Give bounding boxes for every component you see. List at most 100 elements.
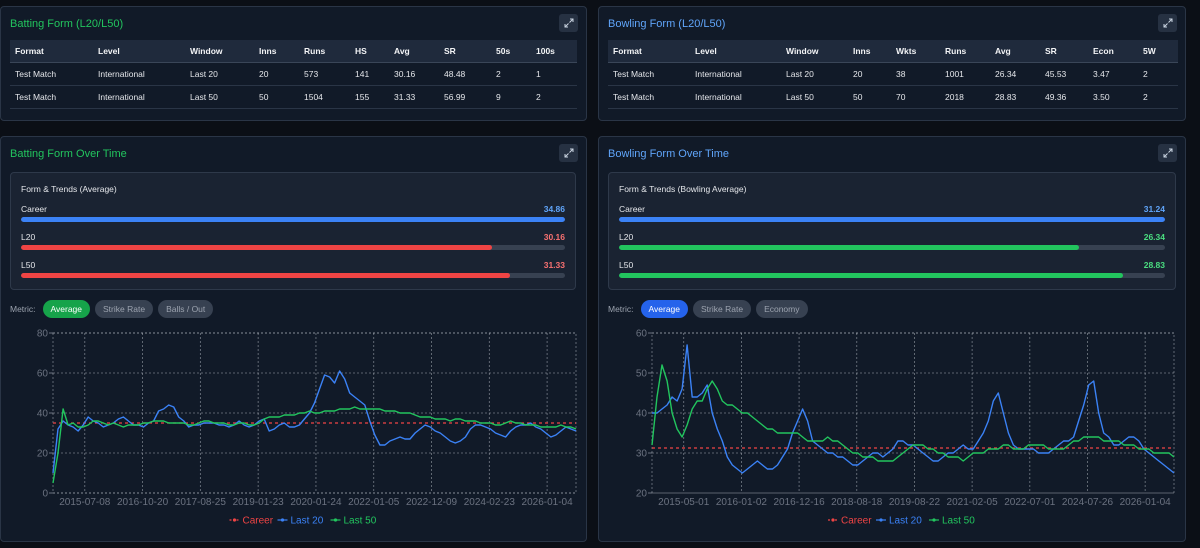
table-row: Test Match International Last 50 50 70 2… <box>608 85 1178 109</box>
table-cell: 31.33 <box>389 85 439 109</box>
table-cell: Last 20 <box>185 62 254 86</box>
legend-item-last-20[interactable]: Last 20 <box>876 516 922 527</box>
table-cell: 38 <box>891 62 940 86</box>
x-tick-label: 2026-01-04 <box>522 497 574 508</box>
legend-item-career[interactable]: Career <box>229 516 274 527</box>
table-header: Inns <box>254 40 299 63</box>
table-header: Window <box>781 40 848 63</box>
bar-fill <box>619 245 1080 250</box>
form-bar-l50: L50 31.33 <box>21 260 565 282</box>
table-cell: 2018 <box>940 85 990 109</box>
table-cell: 155 <box>350 85 389 109</box>
table-cell: 30.16 <box>389 62 439 86</box>
form-bar-career: Career 34.86 <box>21 204 565 226</box>
series-line-last-50 <box>651 364 1175 462</box>
table-cell: 20 <box>254 62 299 86</box>
series-line-last-50 <box>52 406 577 484</box>
x-tick-label: 2026-01-04 <box>1120 497 1172 508</box>
y-tick-label: 50 <box>636 369 648 380</box>
table-cell: 56.99 <box>439 85 491 109</box>
table-cell: 1504 <box>299 85 350 109</box>
bar-value: 34.86 <box>543 204 565 214</box>
bar-value: 31.24 <box>1143 204 1165 214</box>
table-header: Inns <box>848 40 891 63</box>
metric-strike-rate-button[interactable]: Strike Rate <box>95 300 154 318</box>
x-tick-label: 2015-05-01 <box>658 497 710 508</box>
metric-balls-out-button[interactable]: Balls / Out <box>158 300 214 318</box>
bar-fill <box>21 273 511 278</box>
bar-label: L20 <box>619 232 634 242</box>
bowling-table: Format Level Window Inns Wkts Runs Avg S… <box>608 40 1178 109</box>
table-header: SR <box>439 40 491 63</box>
bar-fill <box>619 217 1165 222</box>
legend-marker <box>333 518 338 522</box>
form-trends-title: Form & Trends (Average) <box>21 184 117 194</box>
y-tick-label: 60 <box>636 329 648 340</box>
x-tick-label: 2021-02-05 <box>947 497 999 508</box>
table-header: 50s <box>491 40 531 63</box>
table-header: Format <box>608 40 690 63</box>
batting-table-title: Batting Form (L20/L50) <box>10 18 124 30</box>
legend-item-career[interactable]: Career <box>828 516 872 527</box>
x-tick-label: 2016-12-16 <box>774 497 826 508</box>
table-header: Window <box>185 40 254 63</box>
metric-label: Metric: <box>608 304 634 314</box>
metric-selector: Metric: Average Strike Rate Balls / Out <box>10 300 214 318</box>
y-tick-label: 20 <box>37 449 49 460</box>
bowling-line-chart: 20 30 40 50 60 2015-05-01 2016-01-02 2016-12-16… <box>636 329 1175 527</box>
batting-line-chart: 0 20 40 60 80 2015-07-08 2016-10-20 2017-08-25 2… <box>37 329 577 527</box>
x-tick-label: 2020-01-24 <box>290 497 342 508</box>
y-tick-label: 60 <box>37 369 49 380</box>
legend-label: Last 20 <box>889 516 922 527</box>
table-cell: Test Match <box>10 85 93 109</box>
legend-item-last-50[interactable]: Last 50 <box>929 516 975 527</box>
table-cell: 2 <box>1138 62 1178 86</box>
y-tick-label: 80 <box>37 329 49 340</box>
expand-button[interactable] <box>1158 144 1177 162</box>
table-cell: 20 <box>848 62 891 86</box>
bar-label: L20 <box>21 232 36 242</box>
bar-value: 30.16 <box>543 232 565 242</box>
table-cell: Last 50 <box>781 85 848 109</box>
legend-item-last-50[interactable]: Last 50 <box>330 516 377 527</box>
bar-value: 28.83 <box>1143 260 1165 270</box>
legend-label: Career <box>841 516 872 527</box>
x-tick-label: 2024-07-26 <box>1062 497 1114 508</box>
table-cell: Last 50 <box>185 85 254 109</box>
metric-average-button[interactable]: Average <box>42 300 91 318</box>
table-cell: Test Match <box>10 62 93 86</box>
batting-form-card: Batting Form Over Time Form & Trends (Av… <box>0 136 587 542</box>
metric-selector: Metric: Average Strike Rate Economy <box>608 300 808 318</box>
table-cell: 2 <box>491 62 531 86</box>
table-cell: 50 <box>254 85 299 109</box>
x-tick-label: 2022-12-09 <box>406 497 458 508</box>
bar-label: Career <box>619 204 645 214</box>
y-tick-label: 0 <box>42 489 48 500</box>
metric-strike-rate-button[interactable]: Strike Rate <box>693 300 752 318</box>
table-cell: 26.34 <box>990 62 1040 86</box>
table-cell: 3.47 <box>1088 62 1138 86</box>
expand-icon <box>1163 18 1172 28</box>
legend-item-last-20[interactable]: Last 20 <box>277 516 324 527</box>
table-cell: 9 <box>491 85 531 109</box>
expand-button[interactable] <box>559 14 578 32</box>
expand-icon <box>1163 148 1172 158</box>
x-tick-label: 2019-01-23 <box>233 497 285 508</box>
table-header: Runs <box>299 40 350 63</box>
legend-marker <box>879 518 883 522</box>
table-cell: 45.53 <box>1040 62 1088 86</box>
y-tick-label: 20 <box>636 489 648 500</box>
x-tick-label: 2018-08-18 <box>831 497 883 508</box>
table-header: HS <box>350 40 389 63</box>
table-cell: Test Match <box>608 85 690 109</box>
legend-marker <box>232 518 237 522</box>
metric-economy-button[interactable]: Economy <box>756 300 808 318</box>
metric-average-button[interactable]: Average <box>640 300 689 318</box>
form-trends-box: Form & Trends (Average) Career 34.86 L20… <box>10 172 576 290</box>
series-line-last-20 <box>652 344 1175 474</box>
expand-button[interactable] <box>559 144 578 162</box>
table-cell: 2 <box>1138 85 1178 109</box>
table-header: Format <box>10 40 93 63</box>
expand-button[interactable] <box>1158 14 1177 32</box>
form-bar-l20: L20 30.16 <box>21 232 565 254</box>
